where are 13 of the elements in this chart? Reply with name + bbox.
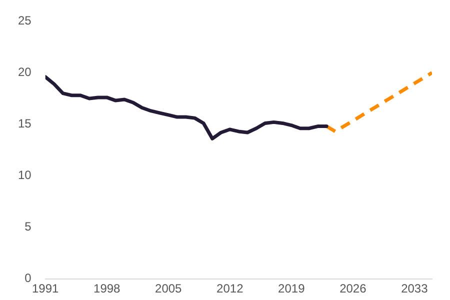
x-tick-label: 2026 [340,281,367,296]
y-tick-label: 25 [18,14,32,28]
y-tick-label: 20 [18,65,32,80]
y-tick-label: 15 [18,116,32,131]
y-tick-label: 0 [24,271,32,286]
x-tick-label: 2012 [216,281,244,296]
x-tick-label: 1998 [94,281,121,296]
y-tick-label: 10 [18,168,32,182]
x-tick-label: 2019 [278,281,306,296]
x-tick-label: 1991 [32,281,60,296]
x-tick-label: 2033 [401,281,428,296]
x-tick-label: 2005 [155,281,182,296]
y-tick-label: 5 [24,220,32,234]
